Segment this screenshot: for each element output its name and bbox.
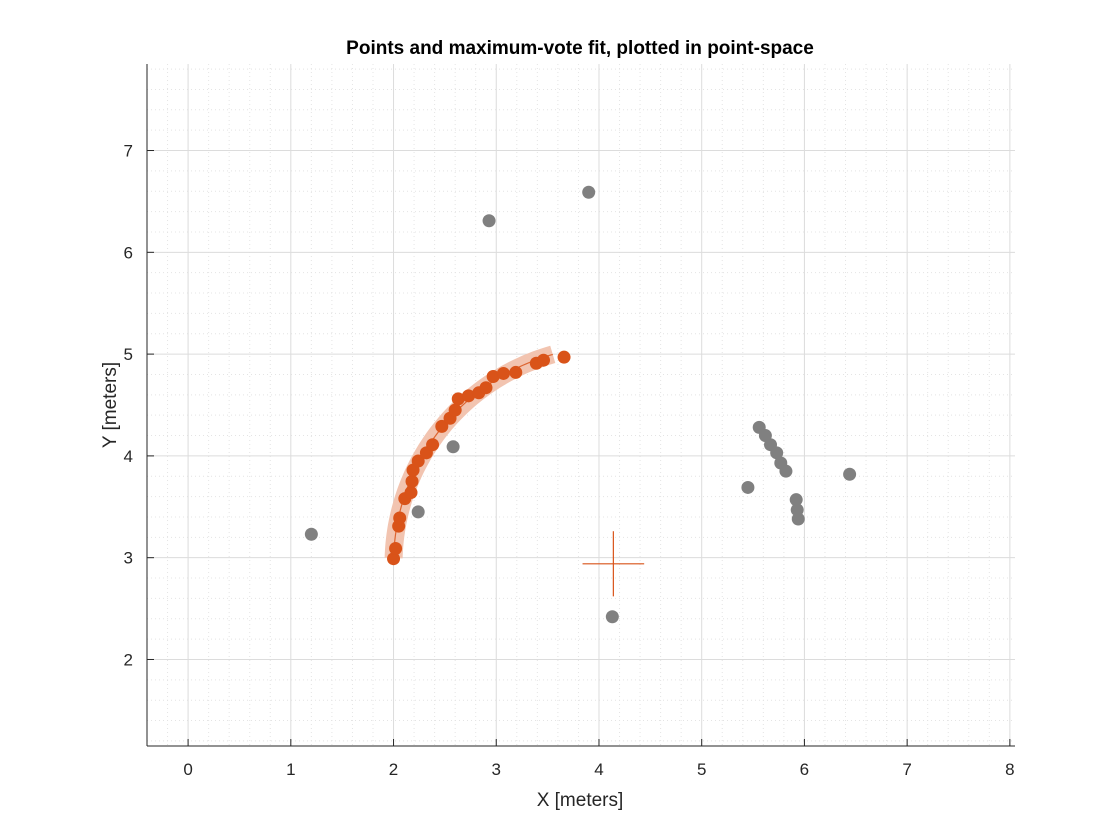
major-grid [147, 64, 1015, 746]
y-tick-label: 6 [124, 243, 133, 262]
outlier-point [741, 480, 755, 494]
points-layer [304, 185, 857, 624]
inlier-point [479, 381, 493, 395]
y-tick-label: 2 [124, 650, 133, 669]
x-axis-label: X [meters] [537, 790, 624, 811]
inlier-point [509, 365, 523, 379]
inlier-point [537, 353, 551, 367]
x-tick-label: 7 [902, 760, 911, 779]
outlier-point [779, 464, 793, 478]
inlier-point [496, 366, 510, 380]
x-tick-label: 2 [389, 760, 398, 779]
outlier-point [605, 610, 619, 624]
inlier-point [404, 486, 418, 500]
inlier-point [557, 350, 571, 364]
outlier-point [789, 493, 803, 507]
x-tick-label: 3 [492, 760, 501, 779]
inlier-point [435, 419, 449, 433]
inlier-point [411, 454, 425, 468]
x-tick-label: 4 [594, 760, 603, 779]
outlier-point [304, 527, 318, 541]
outlier-point [411, 505, 425, 519]
ticks-layer: 0 1 2 3 4 5 6 7 8 2 3 4 5 6 7 [124, 142, 1015, 779]
x-tick-label: 8 [1005, 760, 1014, 779]
chart-title: Points and maximum-vote fit, plotted in … [346, 38, 814, 59]
inlier-point [462, 389, 476, 403]
outlier-point [791, 512, 805, 526]
outlier-point [482, 214, 496, 228]
y-tick-label: 3 [124, 549, 133, 568]
inlier-point [426, 438, 440, 452]
inlier-point [448, 403, 462, 417]
axes-layer [146, 64, 1015, 747]
inlier-point [389, 542, 403, 556]
outlier-point [770, 446, 784, 460]
inlier-point [393, 511, 407, 525]
y-tick-label: 5 [124, 345, 133, 364]
x-tick-label: 5 [697, 760, 706, 779]
x-tick-label: 1 [286, 760, 295, 779]
x-tick-label: 0 [183, 760, 192, 779]
inlier-point [451, 392, 465, 406]
x-tick-label: 6 [800, 760, 809, 779]
y-tick-label: 4 [124, 447, 133, 466]
inlier-point [486, 370, 500, 383]
inlier-point [405, 474, 419, 488]
inlier-point [387, 552, 401, 566]
y-tick-label: 7 [124, 142, 133, 161]
outlier-point [843, 467, 857, 481]
outlier-point [446, 440, 460, 454]
outlier-point [582, 185, 596, 199]
y-axis-label: Y [meters] [100, 362, 121, 448]
